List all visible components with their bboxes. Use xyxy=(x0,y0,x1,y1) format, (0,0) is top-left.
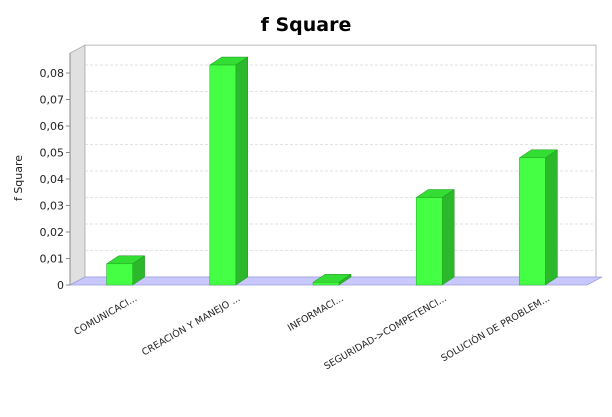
bar xyxy=(106,263,133,286)
bar-side xyxy=(441,189,455,286)
bar-side xyxy=(235,56,249,286)
y-tick-label: 0,01 xyxy=(40,253,65,266)
x-tick-label: INFORMACI... xyxy=(286,293,346,334)
bar xyxy=(519,157,546,286)
x-tick-label: SOLUCIÓN DE PROBLEM... xyxy=(439,292,552,364)
y-tick-label: 0,02 xyxy=(40,226,65,239)
y-tick-label: 0,05 xyxy=(40,147,65,160)
y-tick-label: 0,03 xyxy=(40,200,65,213)
y-tick-label: 0,06 xyxy=(40,120,65,133)
bar xyxy=(312,282,340,286)
x-tick-label: CREACIÓN Y MANEJO ... xyxy=(140,292,243,358)
y-tick-label: 0,07 xyxy=(40,94,65,107)
back-panel xyxy=(84,44,597,278)
y-tick-label: 0,04 xyxy=(40,173,65,186)
chart-title: f Square xyxy=(261,14,352,36)
bar xyxy=(415,197,443,286)
x-tick-label: COMUNICACI... xyxy=(72,293,139,338)
bar xyxy=(209,64,237,286)
left-wall xyxy=(69,44,86,286)
y-tick-label: 0 xyxy=(57,279,64,292)
y-tick-label: 0,08 xyxy=(40,67,65,80)
bar-side xyxy=(545,149,558,286)
y-axis-label: f Square xyxy=(12,155,25,201)
plot-area: 0 0,01 0,02 0,03 0,04 0,05 0,06 0,07 0,08 COMUNIC… xyxy=(40,44,603,372)
